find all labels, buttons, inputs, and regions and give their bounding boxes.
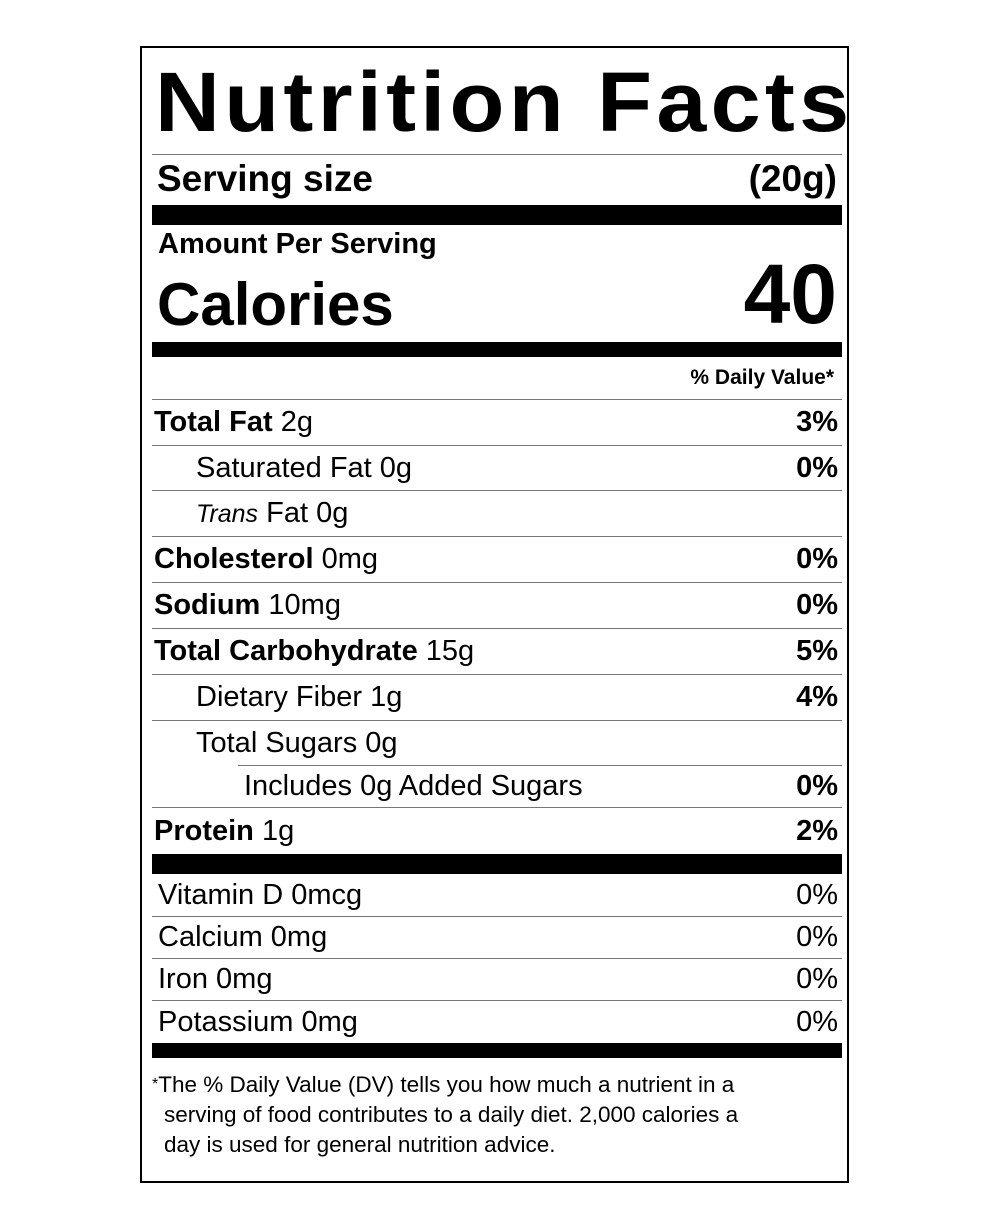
nutrient-amount: 0g bbox=[379, 451, 413, 484]
nutrient-row: Includes 0g Added Sugars 0% bbox=[238, 765, 842, 807]
nutrient-daily-value: 0% bbox=[796, 770, 838, 802]
nutrient-name: Includes 0g Added Sugars bbox=[244, 770, 583, 802]
footnote-star: * bbox=[152, 1076, 159, 1093]
nutrient-row: Protein 1g 2% bbox=[152, 807, 842, 854]
nutrient-label: Saturated Fat 0g bbox=[196, 452, 412, 485]
nutrient-daily-value: 0% bbox=[796, 451, 838, 484]
vitamin-label: Potassium 0mg bbox=[158, 1005, 358, 1038]
nutrient-row: Sodium 10mg 0% bbox=[152, 582, 842, 628]
serving-size-label: Serving size bbox=[157, 158, 373, 199]
nutrient-row: Trans Fat 0g bbox=[152, 490, 842, 536]
nutrient-row: Total Fat 2g 3% bbox=[152, 399, 842, 445]
nutrient-label: Dietary Fiber 1g bbox=[196, 681, 402, 714]
amount-per-serving: Amount Per Serving bbox=[158, 228, 437, 260]
footnote-line: The % Daily Value (DV) tells you how muc… bbox=[158, 1072, 735, 1097]
calories-value: 40 bbox=[743, 247, 837, 341]
vitamin-row: Vitamin D 0mcg 0% bbox=[152, 874, 842, 916]
daily-value-header: % Daily Value* bbox=[690, 366, 834, 389]
nutrient-label: Sodium 10mg bbox=[154, 589, 341, 622]
nutrient-daily-value: 0% bbox=[796, 543, 838, 575]
thick-divider bbox=[152, 1043, 842, 1058]
nutrient-name: Dietary Fiber bbox=[196, 681, 362, 713]
nutrient-amount: 1g bbox=[261, 814, 295, 847]
nutrient-label: Total Sugars 0g bbox=[196, 727, 398, 760]
nutrient-daily-value: 2% bbox=[796, 814, 838, 847]
vitamin-row: Potassium 0mg 0% bbox=[152, 1000, 842, 1043]
nutrient-name-italic: Trans bbox=[196, 500, 259, 528]
nutrient-name: Cholesterol bbox=[154, 543, 314, 575]
nutrient-label: Total Carbohydrate 15g bbox=[154, 635, 474, 668]
nutrient-name: Protein bbox=[154, 814, 254, 847]
nutrient-row: Dietary Fiber 1g 4% bbox=[152, 674, 842, 720]
nutrient-name: Fat bbox=[266, 497, 309, 529]
divider bbox=[152, 154, 842, 155]
vitamin-label: Vitamin D 0mcg bbox=[158, 878, 363, 911]
footnote-line: day is used for general nutrition advice… bbox=[164, 1132, 556, 1157]
vitamin-daily-value: 0% bbox=[796, 963, 838, 995]
nutrient-row: Cholesterol 0mg 0% bbox=[152, 536, 842, 582]
thick-divider bbox=[152, 342, 842, 357]
nutrient-row: Total Sugars 0g bbox=[152, 720, 842, 765]
nutrient-amount: 0g bbox=[365, 726, 398, 759]
thick-divider bbox=[152, 854, 842, 874]
vitamin-daily-value: 0% bbox=[796, 921, 838, 953]
vitamin-label: Iron 0mg bbox=[158, 963, 273, 995]
nutrient-label: Total Fat 2g bbox=[154, 406, 313, 439]
vitamin-daily-value: 0% bbox=[796, 1005, 838, 1038]
calories-label: Calories bbox=[157, 271, 394, 338]
nutrition-facts-label: Nutrition Facts Serving size (20g) Amoun… bbox=[140, 46, 849, 1183]
footnote: *The % Daily Value (DV) tells you how mu… bbox=[152, 1070, 822, 1160]
nutrient-label: Cholesterol 0mg bbox=[154, 543, 378, 576]
vitamin-label: Calcium 0mg bbox=[158, 921, 328, 953]
nutrient-amount: 0mg bbox=[321, 543, 379, 575]
thick-divider bbox=[152, 205, 842, 225]
nutrient-amount: 15g bbox=[425, 635, 475, 667]
nutrient-row: Saturated Fat 0g 0% bbox=[152, 445, 842, 490]
vitamin-row: Calcium 0mg 0% bbox=[152, 916, 842, 958]
nutrient-daily-value: 4% bbox=[796, 681, 838, 713]
nutrient-label: Trans Fat 0g bbox=[196, 497, 348, 530]
nutrient-amount: 1g bbox=[370, 681, 403, 713]
nutrient-name: Total Sugars bbox=[196, 726, 358, 759]
nutrient-label: Protein 1g bbox=[154, 815, 294, 848]
nutrient-name: Sodium bbox=[154, 589, 261, 621]
serving-size-value: (20g) bbox=[748, 158, 837, 199]
nutrient-amount: 0g bbox=[316, 497, 349, 529]
serving-size-row: Serving size (20g) bbox=[157, 158, 837, 200]
nutrient-amount: 2g bbox=[280, 406, 314, 438]
nutrient-daily-value: 3% bbox=[796, 406, 838, 438]
nutrient-daily-value: 5% bbox=[796, 635, 838, 667]
nutrient-name: Saturated Fat bbox=[196, 451, 372, 484]
vitamin-daily-value: 0% bbox=[796, 878, 838, 911]
nutrient-daily-value: 0% bbox=[796, 589, 838, 621]
footnote-line: serving of food contributes to a daily d… bbox=[164, 1102, 739, 1127]
nutrient-name: Total Carbohydrate bbox=[154, 635, 418, 667]
vitamin-row: Iron 0mg 0% bbox=[152, 958, 842, 1000]
nutrient-label: Includes 0g Added Sugars bbox=[244, 770, 583, 803]
label-title: Nutrition Facts bbox=[155, 55, 854, 149]
nutrient-row: Total Carbohydrate 15g 5% bbox=[152, 628, 842, 674]
nutrient-name: Total Fat bbox=[154, 406, 273, 438]
nutrient-amount: 10mg bbox=[268, 589, 341, 621]
